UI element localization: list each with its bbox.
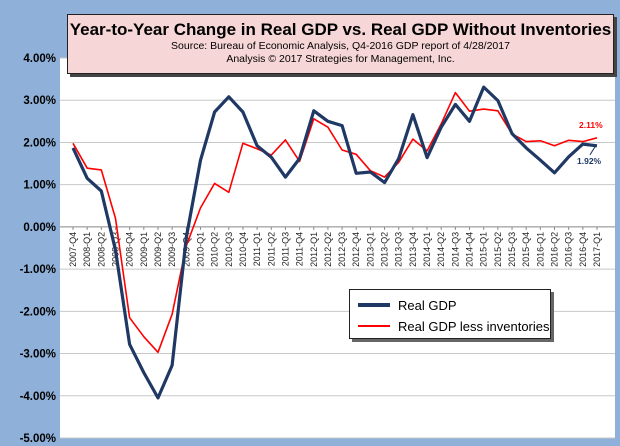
chart-title: Year-to-Year Change in Real GDP vs. Real… [69,20,612,39]
end-label-leader [589,146,596,156]
x-tick-label: 2010-Q2 [210,232,220,267]
x-tick-label: 2009-Q1 [139,232,149,267]
x-tick-label: 2013-Q1 [365,232,375,267]
chart-title-box: Year-to-Year Change in Real GDP vs. Real… [67,14,614,74]
x-tick-label: 2012-Q4 [351,232,361,267]
x-tick-label: 2014-Q3 [450,232,460,267]
x-tick-label: 2010-Q4 [238,232,248,267]
y-tick-label: 1.00% [23,180,56,192]
x-tick-label: 2008-Q1 [82,232,92,267]
legend: Real GDP Real GDP less inventories [349,289,551,339]
x-tick-label: 2017-Q1 [592,232,602,267]
x-tick-label: 2008-Q2 [96,232,106,267]
y-tick-label: 3.00% [23,95,56,107]
x-tick-label: 2016-Q3 [564,232,574,267]
legend-item-gdp: Real GDP [358,296,457,314]
chart-credit: Analysis © 2017 Strategies for Managemen… [226,53,455,65]
legend-swatch-gdp-less-inventories [358,325,390,327]
x-tick-label: 2015-Q4 [521,232,531,267]
x-tick-label: 2011-Q1 [252,232,262,266]
x-tick-label: 2007-Q4 [68,232,78,267]
x-tick-label: 2013-Q3 [394,232,404,267]
legend-label-gdp-less-inventories: Real GDP less inventories [398,318,550,334]
x-tick-label: 2009-Q3 [167,232,177,267]
x-tick-label: 2012-Q2 [323,232,333,267]
x-tick-label: 2009-Q2 [153,232,163,267]
x-tick-label: 2011-Q3 [280,232,290,266]
series-line-gdp [71,85,598,400]
x-tick-label: 2016-Q1 [535,232,545,267]
x-tick-label: 2013-Q4 [408,232,418,267]
end-labels: 2.11% 1.92% [577,120,603,166]
plot-area [60,58,615,438]
x-tick-label: 2012-Q1 [309,232,319,267]
y-tick-label: -2.00% [20,306,56,318]
end-label-gdp-less-inventories: 2.11% [579,120,603,130]
y-tick-label: -3.00% [20,349,56,361]
chart-source: Source: Bureau of Economic Analysis, Q4-… [171,40,510,52]
y-tick-label: -1.00% [20,264,56,276]
x-tick-label: 2016-Q4 [578,232,588,267]
legend-swatch-gdp [358,303,390,307]
x-tick-label: 2010-Q1 [195,232,205,267]
x-tick-label: 2013-Q2 [380,232,390,267]
end-label-gdp: 1.92% [577,156,602,166]
x-tick-label: 2011-Q4 [295,232,305,266]
y-tick-label: 2.00% [23,137,56,149]
y-tick-label: 0.00% [23,222,56,234]
y-tick-label: -5.00% [20,433,56,445]
legend-item-gdp-less-inventories: Real GDP less inventories [358,317,550,335]
x-tick-label: 2014-Q4 [465,232,475,267]
x-tick-label: 2010-Q3 [224,232,234,267]
y-axis-ticks: 4.00% 3.00% 2.00% 1.00% 0.00% -1.00% -2.00% -3.… [20,53,56,445]
x-tick-label: 2014-Q2 [436,232,446,267]
x-tick-label: 2015-Q1 [479,232,489,267]
x-tick-label: 2015-Q3 [507,232,517,267]
series-lines [71,85,598,400]
y-tick-label: -4.00% [20,391,56,403]
x-tick-label: 2016-Q2 [550,232,560,267]
x-tick-label: 2008-Q4 [125,232,135,267]
x-tick-label: 2011-Q2 [266,232,276,266]
x-tick-label: 2015-Q2 [493,232,503,267]
y-tick-label: 4.00% [23,53,56,65]
x-tick-label: 2014-Q1 [422,232,432,267]
x-tick-label: 2012-Q3 [337,232,347,267]
legend-label-gdp: Real GDP [398,297,457,313]
x-axis-ticks: 2007-Q4 2008-Q1 2008-Q2 2008-Q3 2008-Q4 2009-… [68,226,602,267]
